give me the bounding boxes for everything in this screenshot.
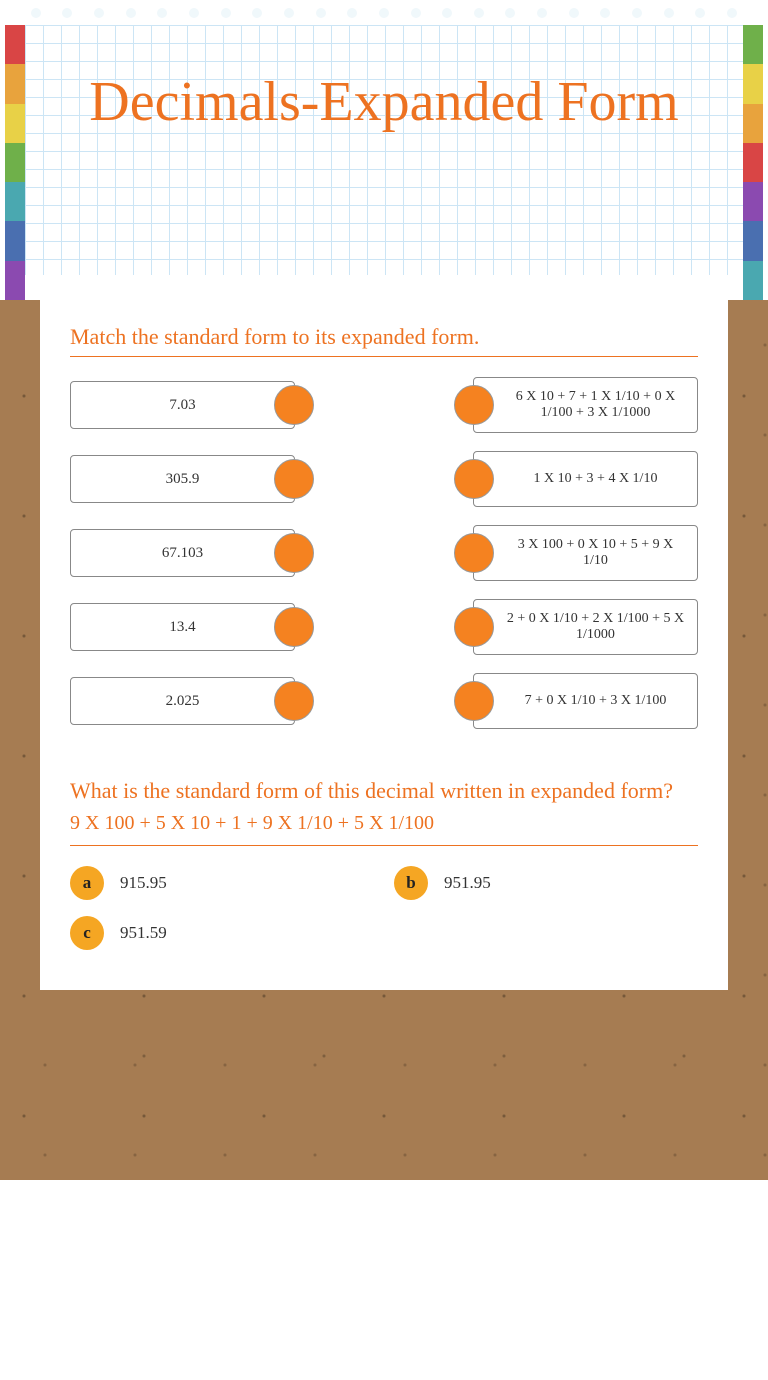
page-title: Decimals-Expanded Form: [0, 0, 768, 134]
match-right-item[interactable]: 6 X 10 + 7 + 1 X 1/10 + 0 X 1/100 + 3 X …: [473, 377, 698, 433]
connector-dot[interactable]: [454, 459, 494, 499]
worksheet-card: Match the standard form to its expanded …: [40, 300, 728, 990]
connector-dot[interactable]: [454, 681, 494, 721]
question-expression: 9 X 100 + 5 X 10 + 1 + 9 X 1/10 + 5 X 1/…: [70, 812, 698, 846]
match-left-item[interactable]: 7.03: [70, 381, 295, 429]
match-left-item[interactable]: 305.9: [70, 455, 295, 503]
connector-dot[interactable]: [274, 681, 314, 721]
option-b[interactable]: b 951.95: [394, 866, 698, 900]
worksheet-page: Decimals-Expanded Form Match the standar…: [0, 0, 768, 1180]
match-prompt: Match the standard form to its expanded …: [70, 324, 698, 357]
match-right-label: 6 X 10 + 7 + 1 X 1/10 + 0 X 1/100 + 3 X …: [504, 389, 687, 421]
match-right-item[interactable]: 1 X 10 + 3 + 4 X 1/10: [473, 451, 698, 507]
match-left-item[interactable]: 2.025: [70, 677, 295, 725]
match-right-item[interactable]: 7 + 0 X 1/10 + 3 X 1/100: [473, 673, 698, 729]
connector-dot[interactable]: [274, 607, 314, 647]
question-prompt: What is the standard form of this decima…: [70, 777, 698, 806]
match-right-label: 3 X 100 + 0 X 10 + 5 + 9 X 1/10: [504, 537, 687, 569]
match-right-item[interactable]: 3 X 100 + 0 X 10 + 5 + 9 X 1/10: [473, 525, 698, 581]
match-left-label: 13.4: [169, 619, 195, 636]
match-row: 305.9 1 X 10 + 3 + 4 X 1/10: [70, 451, 698, 507]
match-left-item[interactable]: 13.4: [70, 603, 295, 651]
cork-background: Match the standard form to its expanded …: [0, 300, 768, 1180]
match-right-label: 7 + 0 X 1/10 + 3 X 1/100: [525, 693, 667, 709]
option-letter: c: [70, 916, 104, 950]
option-c[interactable]: c 951.59: [70, 916, 374, 950]
match-row: 67.103 3 X 100 + 0 X 10 + 5 + 9 X 1/10: [70, 525, 698, 581]
match-left-label: 305.9: [166, 471, 200, 488]
option-letter: a: [70, 866, 104, 900]
match-right-label: 1 X 10 + 3 + 4 X 1/10: [534, 471, 658, 487]
connector-dot[interactable]: [274, 533, 314, 573]
connector-dot[interactable]: [274, 459, 314, 499]
connector-dot[interactable]: [274, 385, 314, 425]
match-row: 7.03 6 X 10 + 7 + 1 X 1/10 + 0 X 1/100 +…: [70, 377, 698, 433]
match-left-label: 67.103: [162, 545, 203, 562]
connector-dot[interactable]: [454, 385, 494, 425]
match-left-label: 7.03: [169, 397, 195, 414]
match-grid: 7.03 6 X 10 + 7 + 1 X 1/10 + 0 X 1/100 +…: [70, 377, 698, 729]
option-a[interactable]: a 915.95: [70, 866, 374, 900]
option-text: 915.95: [120, 873, 167, 893]
option-text: 951.95: [444, 873, 491, 893]
option-letter: b: [394, 866, 428, 900]
connector-dot[interactable]: [454, 607, 494, 647]
match-right-item[interactable]: 2 + 0 X 1/10 + 2 X 1/100 + 5 X 1/1000: [473, 599, 698, 655]
match-row: 2.025 7 + 0 X 1/10 + 3 X 1/100: [70, 673, 698, 729]
options-grid: a 915.95 b 951.95 c 951.59: [70, 866, 698, 950]
connector-dot[interactable]: [454, 533, 494, 573]
header-section: Decimals-Expanded Form: [0, 0, 768, 300]
match-row: 13.4 2 + 0 X 1/10 + 2 X 1/100 + 5 X 1/10…: [70, 599, 698, 655]
option-text: 951.59: [120, 923, 167, 943]
match-left-label: 2.025: [166, 693, 200, 710]
match-left-item[interactable]: 67.103: [70, 529, 295, 577]
match-right-label: 2 + 0 X 1/10 + 2 X 1/100 + 5 X 1/1000: [504, 611, 687, 643]
